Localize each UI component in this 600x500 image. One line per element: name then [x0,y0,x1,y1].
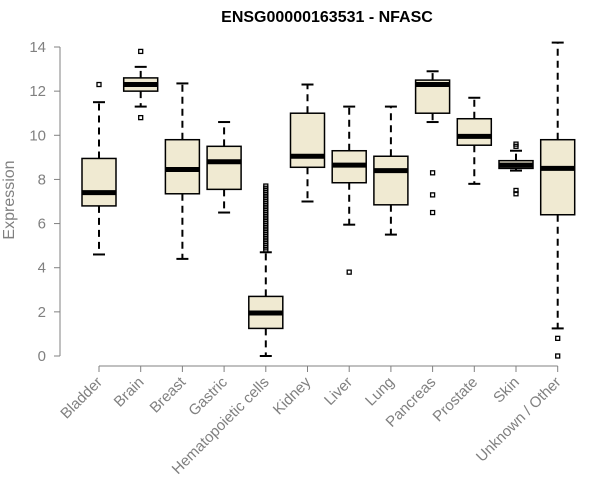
box-brain [122,48,159,121]
plot-area [81,41,576,359]
x-tick-label: Liver [321,374,356,409]
y-tick-label: 8 [38,171,46,188]
iqr-box [539,138,576,216]
x-tick-label: Breast [147,373,190,416]
outlier-point [555,353,561,359]
outlier-point [138,114,144,121]
outlier-point [429,170,436,176]
outlier-point [555,335,561,341]
outlier-point [513,191,519,197]
iqr-box [289,112,326,169]
box-bladder [81,81,117,256]
x-tick-label: Brain [111,374,148,411]
box-kidney [289,83,326,203]
box-breast [164,82,201,260]
box-lung [373,105,409,236]
outlier-point [513,143,519,149]
y-axis: 0 2 4 6 8 10 12 14 [29,39,61,365]
x-tick-label: Lung [362,374,398,410]
iqr-box [373,155,409,206]
iqr-box [206,145,242,191]
outlier-point [429,209,436,216]
outlier-point [346,269,352,275]
x-tick-label: Skin [490,374,523,407]
box-unknown-other [539,41,576,359]
box-prostate [456,96,493,185]
y-axis-label: Expression [1,160,18,239]
iqr-box [81,157,117,207]
x-tick-label: Bladder [57,374,106,423]
outlier-point [513,187,519,194]
chart-title: ENSG00000163531 - NFASC [221,9,433,26]
y-tick-label: 4 [38,260,46,277]
iqr-box [456,117,493,146]
x-tick-label: Prostate [430,374,482,426]
x-tick-label: Kidney [270,373,315,418]
outlier-point [429,192,436,198]
box-pancreas [414,70,451,216]
outlier-point [138,48,144,55]
y-tick-label: 6 [38,216,46,233]
y-tick-label: 2 [38,304,46,321]
y-tick-label: 10 [29,127,46,144]
box-gastric [206,121,242,214]
outlier-point [96,81,102,88]
box-liver [331,105,367,275]
y-tick-label: 14 [29,39,46,56]
box-hematopoietic-cells [248,183,284,357]
box-skin [498,141,534,197]
y-tick-label: 12 [29,83,46,100]
y-tick-label: 0 [38,348,46,365]
outlier-point [263,183,269,189]
iqr-box [164,138,201,195]
